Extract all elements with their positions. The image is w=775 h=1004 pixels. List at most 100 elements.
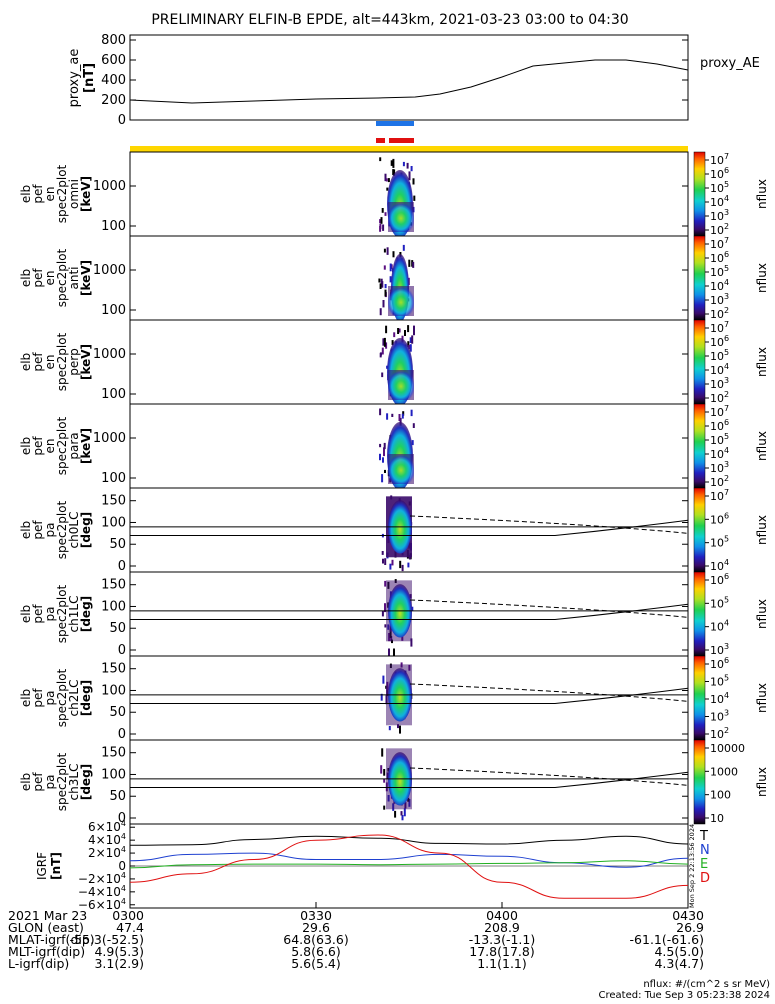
spectrogram-pixel [384, 173, 387, 182]
colorbar-tick-label: 102 [710, 474, 729, 489]
igrf-field-panel: 6×1044×1042×1040−2×104−4×104−6×104TNEDIG… [35, 819, 710, 912]
blue-bar [376, 121, 414, 126]
colorbar-tick-label: 103 [710, 376, 729, 391]
spectrogram-pixel [384, 624, 387, 628]
spectrogram-pixel [410, 166, 413, 172]
colorbar [693, 235, 706, 321]
panel-ylabel: pa [43, 523, 57, 538]
colorbar-tick-label: 100 [710, 789, 731, 802]
tick-base: 10 [710, 210, 724, 223]
spectrogram-pixel [397, 724, 399, 729]
colorbar-tick-label: 103 [710, 709, 729, 724]
colorbar-tick-label: 106 [710, 511, 729, 526]
tick-exponent: 5 [724, 595, 729, 604]
spectrogram-pixel [392, 158, 395, 168]
ytick-label: 0 [118, 811, 126, 826]
footer-row-value: 4.5(5.0) [654, 944, 704, 959]
panel-ylabel: spec2plot [55, 332, 69, 391]
ytick-label: 100 [101, 683, 126, 698]
spectrogram-pixel [409, 337, 412, 343]
colorbar-tick-label: 104 [710, 619, 729, 634]
tick-base: 10 [710, 350, 724, 363]
spectrogram-pixel [386, 187, 389, 191]
igrf-ytick-label: 2×104 [88, 845, 126, 860]
spectrogram-pixel [408, 259, 411, 267]
spectrogram-pixel [383, 337, 386, 347]
tick-base: 10 [710, 513, 724, 526]
colorbar-tick-label: 105 [710, 264, 729, 279]
spectrogram-pixel [384, 289, 387, 297]
pitch-angle-panel: 150100500elbpefpaspec2plotch0LC[deg]1071… [19, 487, 769, 574]
spectrogram-pixel [383, 248, 386, 253]
igrf-legend-T: T [699, 829, 708, 844]
spectrogram-pixel [381, 551, 384, 555]
tick-base: 10 [710, 294, 724, 307]
panel-ylabel: en [43, 271, 57, 286]
spectrogram-pixel [399, 725, 401, 734]
panel-ylabel: pef [31, 268, 45, 288]
footer-row-label: MLAT-igrf(dip) [8, 932, 95, 947]
spectrogram-pixel [409, 344, 412, 352]
spectrogram-pixel [390, 160, 393, 166]
spectrogram-pixel [394, 810, 397, 818]
yellow-bar [130, 146, 688, 152]
spectrogram-pixel [382, 675, 385, 684]
ytick-label: 100 [101, 219, 126, 234]
colorbar-label: nflux [755, 515, 769, 545]
tick-exponent: 7 [724, 488, 729, 497]
footer-row-value: 26.9 [676, 920, 704, 935]
footer-row-value: 64.8(63.6) [283, 932, 348, 947]
panel-ylabel: pa [43, 775, 57, 790]
tick-base: 10 [710, 406, 724, 419]
colorbar-label: nflux [755, 263, 769, 293]
ytick-label: 50 [109, 537, 126, 552]
spectrogram-panel: 1000100elbpefenspec2plotanti[keV]1071061… [19, 235, 769, 322]
tick-base: 10 [710, 644, 724, 657]
tick-exponent: 3 [724, 642, 729, 651]
ytick-label: 100 [101, 767, 126, 782]
tick-base: 4×10 [88, 833, 121, 847]
colorbar-tick-label: 10 [710, 812, 724, 825]
tick-exponent: 4 [121, 897, 126, 906]
colorbar-tick-label: 102 [710, 726, 729, 741]
spectrogram-pixel [401, 413, 404, 419]
spectrogram-pixel [400, 811, 403, 816]
spectrogram-pixel [402, 411, 405, 416]
tick-base: 10 [710, 560, 724, 573]
spectrogram-pixel [408, 344, 411, 350]
colorbar-tick-label: 105 [710, 432, 729, 447]
panel-ylabel: pa [43, 691, 57, 706]
tick-exponent: 5 [724, 180, 729, 189]
spectrogram-panel: 1000100elbpefenspec2plotpara[keV]1071061… [19, 403, 769, 490]
spectrogram-pixel [389, 263, 392, 272]
panel-ylabel: en [43, 355, 57, 370]
colorbar-label: nflux [755, 599, 769, 629]
panel-ylabel: ch1LC [67, 596, 81, 633]
tick-exponent: 3 [724, 208, 729, 217]
spectrogram-pixel [410, 409, 413, 417]
igrf-T-line [129, 835, 689, 846]
spectrogram-pixel [382, 338, 385, 346]
panel-ylabel: perp [67, 348, 81, 376]
igrf-ylabel: IGRF [35, 852, 49, 880]
igrf-N-line [129, 852, 689, 868]
igrf-ytick-label: −2×104 [78, 871, 126, 886]
spectrogram-pixel [383, 265, 386, 270]
tick-base: 10 [710, 322, 724, 335]
tick-exponent: 3 [724, 460, 729, 469]
spectrogram-pixel [403, 808, 406, 817]
ytick-label: 0 [118, 559, 126, 574]
spectrogram-pixel [410, 638, 413, 647]
tick-exponent: 4 [121, 884, 126, 893]
spectrogram-pixel [389, 276, 392, 283]
igrf-ytick-label: 6×104 [88, 819, 126, 834]
energy-spectrogram-panels: 1000100elbpefenspec2plotomni[keV]1071061… [19, 151, 769, 490]
spectrogram-pixel [379, 225, 382, 232]
tick-exponent: 3 [724, 709, 729, 718]
spectrogram-pixel [393, 648, 395, 657]
tick-base: 10 [710, 182, 724, 195]
tick-exponent: 4 [724, 362, 729, 371]
footer-row-value: 0330 [300, 908, 332, 923]
footer-row-label: 2021 Mar 23 [8, 908, 87, 923]
